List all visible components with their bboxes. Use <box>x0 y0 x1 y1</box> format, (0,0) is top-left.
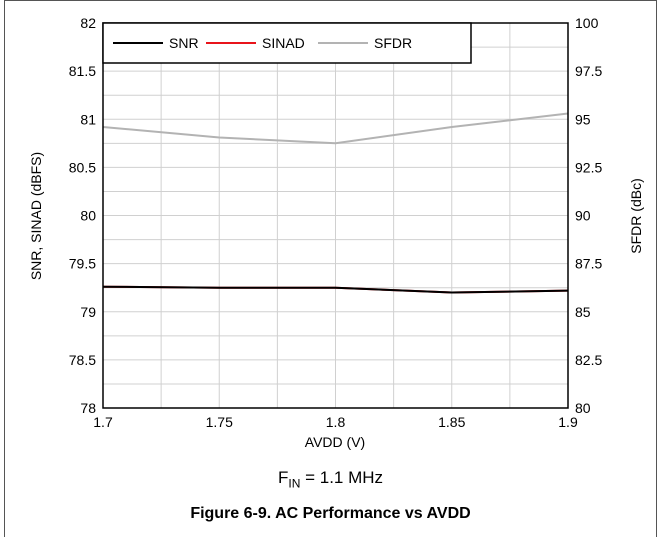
x-tick-label: 1.7 <box>93 414 113 430</box>
annotation-prefix: F <box>277 468 289 487</box>
y2-tick-label: 85 <box>575 304 591 320</box>
y2-tick-label: 80 <box>575 400 591 416</box>
gridlines <box>103 23 568 408</box>
frame-right-border <box>656 0 657 537</box>
legend-label-sfdr: SFDR <box>374 35 412 51</box>
y2-tick-label: 82.5 <box>575 352 602 368</box>
x-tick-label: 1.75 <box>206 414 233 430</box>
annotation-suffix: = 1.1 MHz <box>300 468 384 487</box>
legend-box <box>102 22 472 64</box>
legend: SNR SINAD SFDR <box>102 22 472 64</box>
x-tick-label: 1.85 <box>438 414 465 430</box>
series-line-snr <box>102 285 569 294</box>
y-tick-label: 80.5 <box>69 159 96 175</box>
frame-top-border <box>4 0 657 1</box>
y2-tick-label: 95 <box>575 111 591 127</box>
y2-tick-label: 97.5 <box>575 63 602 79</box>
y-tick-label: 79.5 <box>69 256 96 272</box>
series-lines <box>102 112 569 294</box>
x-axis-title: AVDD (V) <box>305 434 365 450</box>
y-tick-label: 79 <box>80 304 96 320</box>
y-axis-title: SNR, SINAD (dBFS) <box>28 152 44 280</box>
y2-tick-label: 100 <box>575 15 599 31</box>
y2-tick-label: 92.5 <box>575 159 602 175</box>
y-tick-label: 82 <box>80 15 96 31</box>
legend-label-snr: SNR <box>169 35 199 51</box>
y-tick-label: 80 <box>80 208 96 224</box>
y2-tick-label: 87.5 <box>575 256 602 272</box>
tick-labels: 1.7 1.75 1.8 1.85 1.9 78 78.5 79 79.5 80 80.5 81 81.… <box>69 15 603 430</box>
y2-axis-title: SFDR (dBc) <box>628 178 644 253</box>
figure-caption: Figure 6-9. AC Performance vs AVDD <box>190 505 471 522</box>
y2-tick-label: 90 <box>575 208 591 224</box>
series-line-sfdr <box>102 112 569 145</box>
x-tick-label: 1.9 <box>558 414 578 430</box>
x-tick-label: 1.8 <box>326 414 346 430</box>
y-tick-label: 81.5 <box>69 63 96 79</box>
annotation-subscript: IN <box>288 476 301 491</box>
legend-label-sinad: SINAD <box>262 35 305 51</box>
y-tick-label: 81 <box>80 111 96 127</box>
y-tick-label: 78.5 <box>69 352 96 368</box>
frame-left-border <box>4 0 5 537</box>
input-frequency-annotation: FIN = 1.1 MHz <box>0 468 661 490</box>
y-tick-label: 78 <box>80 400 96 416</box>
